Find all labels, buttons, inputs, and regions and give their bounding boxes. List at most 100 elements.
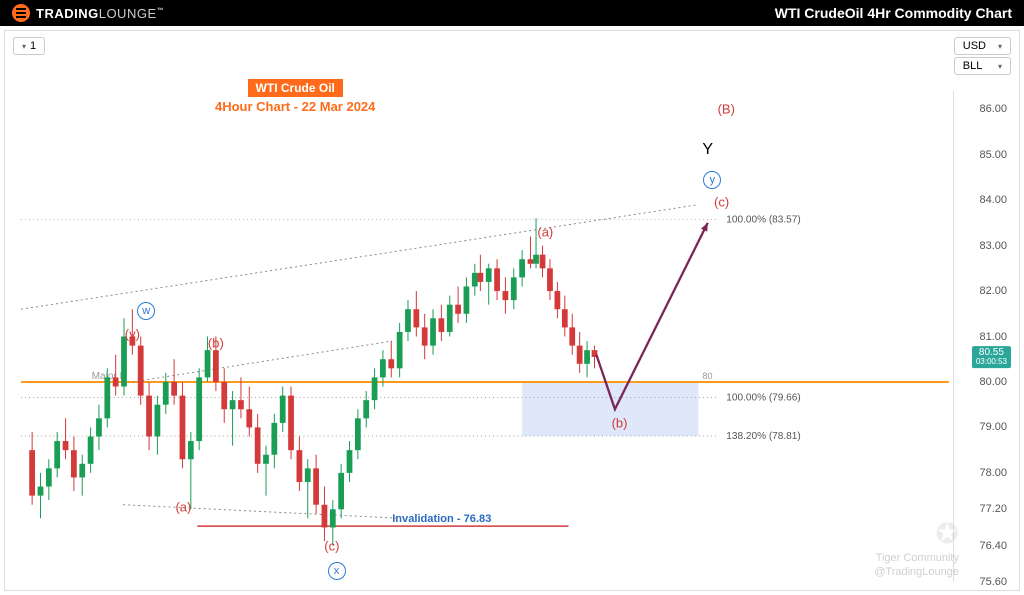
candle-body [297, 450, 303, 482]
candle-body [372, 377, 378, 400]
candle-body [305, 468, 311, 482]
candle-body [180, 396, 186, 460]
candle-body [569, 327, 575, 345]
candle-body [528, 259, 534, 264]
candle-body [388, 359, 394, 368]
live-price-tag: 80.5503:00:53 [972, 346, 1011, 368]
candle-body [477, 273, 483, 282]
candle-body [163, 382, 169, 405]
candle-body [397, 332, 403, 368]
candle-body [238, 400, 244, 409]
candle-body [121, 337, 127, 387]
wave-label: (a) [175, 499, 191, 514]
candle-body [205, 350, 211, 377]
wave-label: (a) [537, 224, 553, 239]
price-tick: 83.00 [979, 240, 1007, 252]
trend-line [123, 505, 401, 519]
candle-body [46, 468, 52, 486]
candle-body [338, 473, 344, 509]
candle-body [96, 418, 102, 436]
price-tick: 76.40 [979, 540, 1007, 552]
chevron-down-icon: ▾ [22, 42, 26, 51]
price-tick: 80.00 [979, 376, 1007, 388]
candle-body [330, 509, 336, 527]
price-tick: 77.20 [979, 503, 1007, 515]
price-tick: 81.00 [979, 331, 1007, 343]
candle-body [464, 286, 470, 313]
candle-body [271, 423, 277, 455]
candle-body [555, 291, 561, 309]
watermark-line2: @TradingLounge [874, 566, 959, 578]
candle-body [63, 441, 69, 450]
price-tick: 85.00 [979, 149, 1007, 161]
candle-body [104, 377, 110, 418]
candle-body [455, 305, 461, 314]
candle-body [430, 318, 436, 345]
candle-body [71, 450, 77, 477]
brand-logo: TRADINGLOUNGE™ [12, 4, 164, 22]
wave-label: (y) [125, 327, 140, 342]
timeframe-button[interactable]: ▾ 1 [13, 37, 45, 55]
wave-label: (c) [714, 195, 729, 210]
candle-body [519, 259, 525, 277]
trend-line [132, 341, 392, 382]
candle-body [472, 273, 478, 287]
major-level-value: 80 [702, 371, 712, 381]
candle-body [413, 309, 419, 327]
watermark-line1: Tiger Community [876, 552, 959, 564]
candle-body [196, 377, 202, 441]
fib-label: 100.00% (83.57) [726, 215, 800, 226]
price-tick: 75.60 [979, 576, 1007, 588]
app-header: TRADINGLOUNGE™ WTI CrudeOil 4Hr Commodit… [0, 0, 1024, 26]
invalidation-label: Invalidation - 76.83 [392, 513, 491, 525]
candle-body [29, 450, 35, 495]
unit-select[interactable]: BLL ▾ [954, 57, 1011, 75]
price-tick: 79.00 [979, 421, 1007, 433]
candle-body [547, 268, 553, 291]
currency-select[interactable]: USD▾ [954, 37, 1011, 55]
candle-body [494, 268, 500, 291]
watermark-icon: ✪ [874, 517, 959, 550]
wave-label: w [137, 302, 155, 320]
logo-text: TRADINGLOUNGE™ [36, 6, 164, 21]
logo-icon [12, 4, 30, 22]
chevron-down-icon: ▾ [998, 42, 1002, 51]
price-axis: 86.00 85.00 84.00 83.00 82.00 81.00 80.00 79.00… [953, 91, 1013, 582]
candle-body [79, 464, 85, 478]
wave-label: (c) [324, 538, 339, 553]
wave-label: (b) [612, 415, 628, 430]
candle-body [540, 255, 546, 269]
candle-body [503, 291, 509, 300]
candle-body [584, 350, 590, 364]
price-tick: 86.00 [979, 103, 1007, 115]
unit-label: BLL [963, 60, 983, 72]
candle-body [447, 305, 453, 332]
candle-body [54, 441, 60, 468]
price-plot[interactable]: Major L80Invalidation - 76.83100.00% (83… [21, 91, 949, 582]
candle-body [439, 318, 445, 332]
candle-body [486, 268, 492, 282]
candle-body [380, 359, 386, 377]
candle-body [88, 437, 94, 464]
candle-body [363, 400, 369, 418]
candle-body [188, 441, 194, 459]
candle-body [533, 255, 539, 264]
fib-zone [522, 382, 698, 436]
wave-label: (B) [718, 102, 735, 117]
price-tick: 84.00 [979, 194, 1007, 206]
candle-body [280, 396, 286, 423]
candle-body [405, 309, 411, 332]
wave-label: y [703, 171, 721, 189]
candle-body [355, 418, 361, 450]
candle-body [246, 409, 252, 427]
unit-selectors: USD▾ BLL ▾ [954, 37, 1011, 75]
chevron-down-icon: ▾ [998, 62, 1002, 71]
candle-body [230, 400, 236, 409]
price-tick: 82.00 [979, 285, 1007, 297]
candle-body [171, 382, 177, 396]
page-title: WTI CrudeOil 4Hr Commodity Chart [775, 5, 1012, 21]
chart-container: ▾ 1 USD▾ BLL▾ WTI Crude Oil 4Hour Chart … [4, 30, 1020, 591]
candle-body [155, 405, 161, 437]
candle-body [577, 346, 583, 364]
candle-body [511, 277, 517, 300]
